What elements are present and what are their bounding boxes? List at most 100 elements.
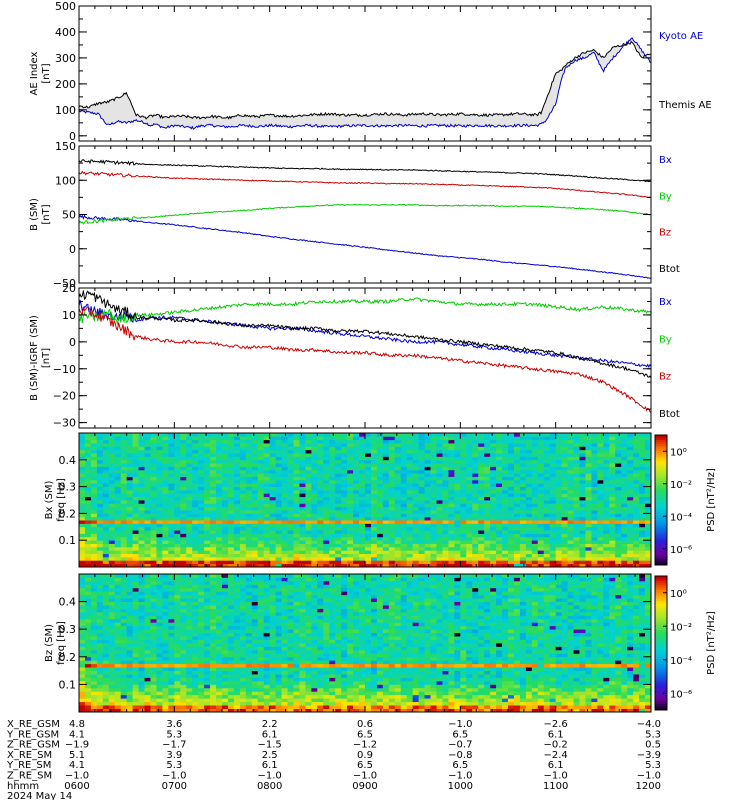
spectrogram-cell [400, 436, 408, 441]
spectrogram-cell [490, 483, 497, 487]
spectrogram-cell [269, 456, 277, 461]
spectrogram-cell [126, 489, 134, 494]
spectrogram-cell [573, 506, 580, 511]
spectrogram-cell [490, 436, 497, 441]
spectrogram-cell [412, 560, 420, 565]
spectrogram-cell [96, 594, 104, 599]
spectrogram-cell [79, 684, 86, 689]
spectrogram-cell [210, 473, 217, 477]
legend-bx: Bx [659, 297, 672, 308]
spectrogram-cell [84, 705, 92, 709]
spectrogram-cell [132, 443, 139, 447]
spectrogram-cell [639, 550, 646, 554]
spectrogram-cell [299, 486, 306, 491]
spectrogram-cell [239, 439, 247, 444]
spectrogram-cell [84, 708, 92, 713]
spectrogram-cell [382, 510, 390, 514]
spectrogram-cell [263, 449, 271, 454]
spectrogram-cell [406, 560, 414, 565]
colorbar-segment [655, 526, 667, 529]
spectrogram-cell [347, 453, 354, 457]
spectrogram-cell [639, 493, 646, 498]
spectrogram-cell [478, 443, 485, 447]
spectrogram-cell [585, 436, 592, 441]
spectrogram-cell [84, 493, 92, 498]
spectrogram-cell [627, 476, 634, 481]
spectrogram-cell [311, 449, 318, 454]
spectrogram-cell [442, 439, 449, 444]
spectrogram-cell [114, 500, 122, 504]
spectrogram-cell [293, 479, 300, 484]
spectrogram-cell [174, 493, 181, 498]
spectrogram-cell [168, 463, 175, 467]
spectrogram-cell [490, 463, 497, 467]
spectrogram-cell [227, 556, 235, 561]
spectrogram-cell [531, 479, 539, 484]
spectrogram-cell [472, 443, 479, 447]
spectrogram-cell [180, 453, 187, 457]
spectrogram-cell [227, 493, 235, 498]
spectrogram-cell [156, 563, 163, 568]
spectrogram-cell [537, 506, 545, 511]
spectrogram-cell [359, 506, 366, 511]
spectrogram-cell [424, 493, 431, 498]
spectrogram-cell [615, 439, 622, 444]
spectrogram-cell [126, 591, 134, 596]
spectrogram-cell [370, 466, 378, 471]
spectrogram-cell [615, 556, 622, 561]
spectrogram-cell [222, 493, 229, 498]
spectrogram-cell [519, 560, 527, 565]
spectrogram-cell [293, 453, 300, 457]
spectrogram-cell [186, 533, 193, 538]
spectrogram-cell [400, 466, 408, 471]
spectrogram-cell [436, 496, 443, 501]
colorbar-segment [655, 545, 667, 549]
spectrogram-cell [251, 513, 259, 518]
spectrogram-cell [281, 463, 288, 467]
spectrogram-cell [257, 546, 265, 551]
spectrogram-cell [102, 540, 110, 544]
spectrogram-cell [120, 493, 128, 498]
spectrogram-cell [150, 674, 157, 678]
spectrogram-cell [120, 708, 128, 713]
spectrogram-cell [394, 489, 402, 494]
spectrogram-cell [251, 523, 259, 528]
spectrogram-cell [204, 533, 211, 538]
spectrogram-cell [347, 556, 354, 561]
spectrogram-cell [513, 556, 521, 561]
spectrogram-cell [454, 456, 461, 461]
spectrogram-cell [269, 510, 277, 514]
spectrogram-cell [513, 516, 521, 521]
spectrogram-cell [186, 516, 193, 521]
spectrogram-cell [108, 520, 116, 524]
spectrogram-cell [454, 520, 461, 524]
y-tick-label: 0 [69, 130, 76, 143]
spectrogram-cell [621, 496, 628, 501]
spectrogram-cell [615, 449, 622, 454]
spectrogram-cell [198, 439, 205, 444]
spectrogram-cell [120, 443, 128, 447]
spectrogram-cell [472, 536, 479, 541]
spectrogram-cell [454, 503, 461, 508]
spectrogram-cell [227, 466, 235, 471]
spectrogram-cell [376, 510, 384, 514]
spectrogram-cell [347, 560, 354, 565]
spectrogram-cell [382, 483, 390, 487]
spectrogram-cell [108, 705, 116, 709]
spectrogram-cell [275, 456, 282, 461]
spectrogram-cell [513, 473, 521, 477]
spectrogram-cell [609, 483, 616, 487]
spectrogram-cell [448, 479, 455, 484]
spectrogram-cell [102, 459, 110, 464]
spectrogram-cell [406, 553, 414, 558]
spectrogram-cell [210, 463, 217, 467]
spectrogram-cell [90, 653, 98, 658]
spectrogram-cell [359, 526, 366, 531]
spectrogram-cell [287, 540, 294, 544]
spectrogram-cell [484, 520, 491, 524]
spectrogram-cell [239, 543, 247, 548]
spectrogram-cell [639, 453, 646, 457]
spectrogram-cell [311, 546, 318, 551]
spectrogram-cell [281, 503, 288, 508]
spectrogram-cell [311, 476, 318, 481]
